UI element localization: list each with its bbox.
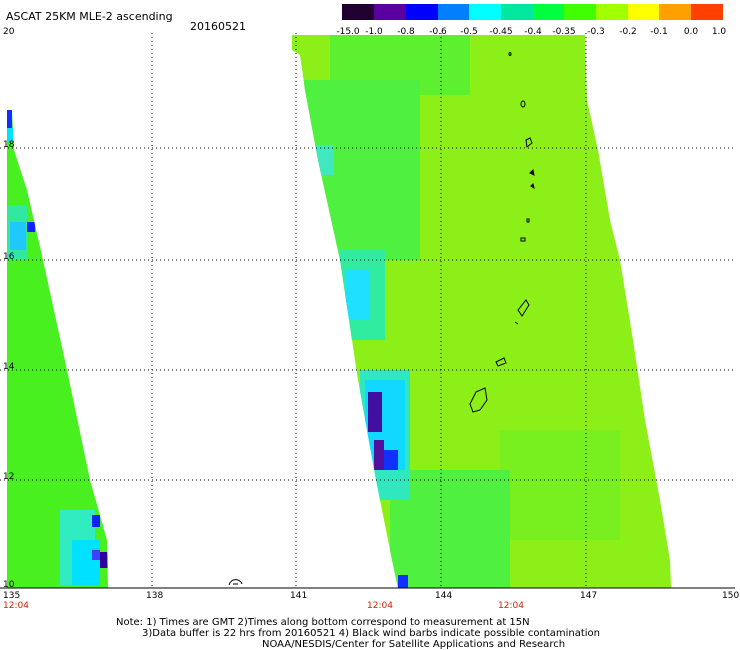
lat-lon-grid bbox=[0, 33, 735, 588]
colorbar-segment bbox=[438, 4, 469, 20]
lon-label: 141 bbox=[290, 591, 308, 601]
colorbar-segment bbox=[628, 4, 659, 20]
product-date: 20160521 bbox=[190, 20, 246, 33]
colorbar-tick-label: -0.6 bbox=[429, 27, 447, 37]
colorbar-segment bbox=[469, 4, 501, 20]
colorbar-tick-label: -0.8 bbox=[397, 27, 415, 37]
colorbar-tick-label: -15.0 bbox=[336, 27, 360, 37]
colorbar-segment bbox=[533, 4, 564, 20]
lat-label: 20 bbox=[3, 27, 15, 37]
lat-label: 16 bbox=[3, 252, 15, 262]
colorbar-segment bbox=[406, 4, 438, 20]
colorbar-tick-label: -0.1 bbox=[650, 27, 668, 37]
product-title: ASCAT 25KM MLE-2 ascending bbox=[6, 10, 173, 23]
left-swath bbox=[7, 110, 108, 588]
colorbar-tick-label: -0.35 bbox=[552, 27, 576, 37]
lon-label: 147 bbox=[580, 591, 598, 601]
lat-label: 12 bbox=[3, 472, 15, 482]
lat-label: 14 bbox=[3, 362, 15, 372]
footer-credit: NOAA/NESDIS/Center for Satellite Applica… bbox=[262, 639, 566, 650]
colorbar-segment bbox=[659, 4, 691, 20]
colorbar-tick-label: 0.0 bbox=[683, 27, 699, 37]
colorbar-tick-label: -0.4 bbox=[524, 27, 542, 37]
colorbar-segment bbox=[374, 4, 406, 20]
footer-note-1: Note: 1) Times are GMT 2)Times along bot… bbox=[116, 617, 530, 628]
lon-label: 144 bbox=[435, 591, 453, 601]
colorbar-tick-label: -0.5 bbox=[460, 27, 478, 37]
colorbar-segment bbox=[342, 4, 374, 20]
swath-time-label: 12:04 bbox=[367, 601, 393, 611]
colorbar-tick-label: -1.0 bbox=[365, 27, 383, 37]
colorbar-tick-label: -0.45 bbox=[489, 27, 513, 37]
lat-label: 18 bbox=[3, 140, 15, 150]
colorbar-segment bbox=[564, 4, 596, 20]
colorbar-tick-label: -0.3 bbox=[587, 27, 605, 37]
lat-label: 10 bbox=[3, 580, 15, 590]
colorbar-tick-label: -0.2 bbox=[619, 27, 637, 37]
colorbar-segment bbox=[596, 4, 628, 20]
footer-note-2: 3)Data buffer is 22 hrs from 20160521 4)… bbox=[142, 628, 600, 639]
right-swath bbox=[292, 35, 671, 588]
island-outlines bbox=[228, 52, 535, 586]
colorbar-tick-label: 1.0 bbox=[711, 27, 727, 37]
lon-label: 138 bbox=[146, 591, 164, 601]
colorbar-segment bbox=[501, 4, 533, 20]
swath-time-label: 12:04 bbox=[3, 601, 29, 611]
lon-label: 135 bbox=[3, 591, 21, 601]
swath-time-label: 12:04 bbox=[498, 601, 524, 611]
colorbar: -15.0 -1.0 -0.8 -0.6 -0.5 -0.45 -0.4 -0.… bbox=[336, 0, 727, 40]
lon-label: 150 bbox=[722, 591, 740, 601]
colorbar-segment bbox=[691, 4, 723, 20]
